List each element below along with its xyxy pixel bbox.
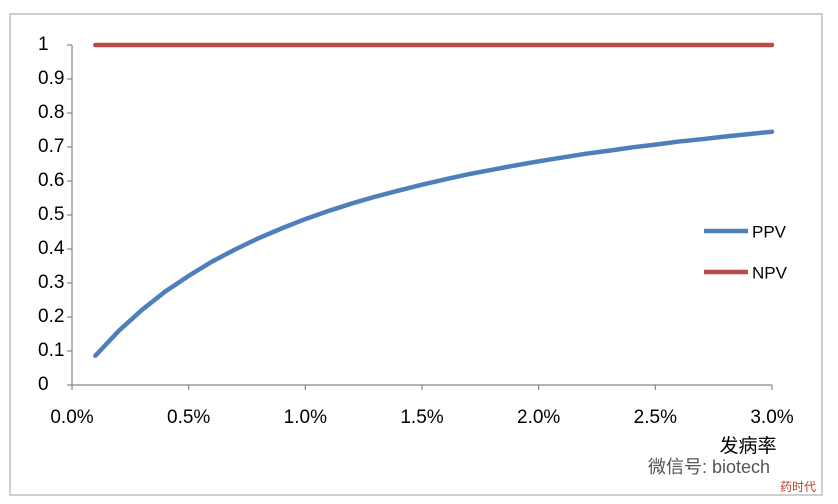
- legend-label: PPV: [752, 222, 787, 241]
- y-tick-label: 0.2: [38, 306, 64, 327]
- y-tick-label: 0.9: [38, 68, 64, 89]
- y-tick-label: 0.5: [38, 204, 64, 225]
- y-tick-label: 1: [38, 34, 49, 55]
- y-tick-label: 0.7: [38, 136, 64, 157]
- x-tick-label: 1.5%: [400, 407, 443, 428]
- x-tick-label: 1.0%: [284, 407, 327, 428]
- y-tick-label: 0.1: [38, 340, 64, 361]
- x-tick-label: 3.0%: [750, 407, 793, 428]
- y-tick-label: 0.3: [38, 272, 64, 293]
- y-tick-label: 0.8: [38, 102, 64, 123]
- x-tick-label: 2.5%: [634, 407, 677, 428]
- x-tick-label: 0.5%: [167, 407, 210, 428]
- y-tick-label: 0.4: [38, 238, 65, 259]
- x-axis-label: 发病率: [719, 435, 776, 457]
- watermark: 微信号: biotech: [648, 457, 770, 477]
- x-tick-label: 2.0%: [517, 407, 560, 428]
- x-tick-label: 0.0%: [50, 407, 93, 428]
- line-series: [93, 129, 775, 359]
- y-tick-label: 0: [38, 374, 49, 395]
- watermark-logo: 药时代: [780, 480, 816, 494]
- y-tick-label: 0.6: [38, 170, 64, 191]
- chart-frame: [9, 13, 823, 496]
- legend-label: NPV: [752, 263, 788, 282]
